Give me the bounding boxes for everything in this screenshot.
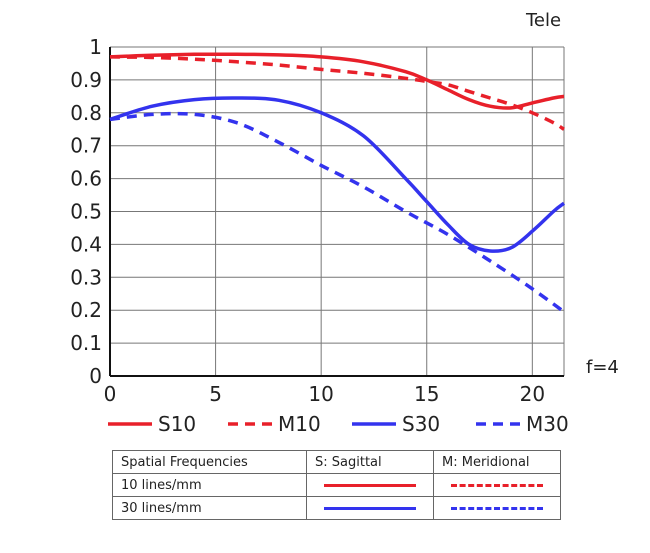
x-tick-label: 5 bbox=[209, 382, 222, 406]
y-tick-label: 0.7 bbox=[70, 134, 102, 158]
y-tick-label: 1 bbox=[89, 35, 102, 59]
dashed-line-swatch bbox=[451, 483, 543, 487]
y-tick-label: 0.9 bbox=[70, 68, 102, 92]
legend-label: S10 bbox=[158, 412, 196, 436]
table-header-cell: M: Meridional bbox=[433, 450, 561, 474]
y-tick-label: 0.3 bbox=[70, 265, 102, 289]
y-tick-label: 0.1 bbox=[70, 331, 102, 355]
series-line-s10 bbox=[109, 52, 565, 110]
legend-label: M10 bbox=[278, 412, 321, 436]
x-tick-label: 10 bbox=[308, 382, 333, 406]
table-row: 30 lines/mm bbox=[112, 496, 561, 520]
y-tick-label: 0.8 bbox=[70, 101, 102, 125]
table-header-cell: S: Sagittal bbox=[306, 450, 434, 474]
series-line-s30 bbox=[109, 96, 566, 253]
table-row: 10 lines/mm bbox=[112, 473, 561, 497]
x-tick-label: 0 bbox=[104, 382, 117, 406]
aperture-annotation: f=4 bbox=[586, 357, 619, 378]
chart-title: Tele bbox=[526, 10, 562, 31]
table-header-cell: Spatial Frequencies bbox=[112, 450, 307, 474]
y-tick-label: 0.6 bbox=[70, 167, 102, 191]
legend-label: S30 bbox=[402, 412, 440, 436]
frequency-table: Spatial Frequencies S: Sagittal M: Merid… bbox=[112, 450, 561, 520]
y-tick-label: 0.2 bbox=[70, 298, 102, 322]
x-tick-label: 20 bbox=[520, 382, 545, 406]
solid-line-swatch bbox=[324, 483, 416, 487]
meridional-swatch-cell bbox=[433, 496, 561, 520]
table-header-row: Spatial Frequencies S: Sagittal M: Merid… bbox=[112, 450, 561, 474]
row-label: 10 lines/mm bbox=[112, 473, 307, 497]
meridional-swatch-cell bbox=[433, 473, 561, 497]
y-tick-label: 0 bbox=[89, 364, 102, 388]
legend-label: M30 bbox=[526, 412, 569, 436]
sagittal-swatch-cell bbox=[306, 496, 434, 520]
series-line-m30 bbox=[109, 111, 566, 314]
y-tick-label: 0.4 bbox=[70, 232, 102, 256]
solid-line-swatch bbox=[324, 506, 416, 510]
series-line-m10 bbox=[109, 55, 565, 131]
y-tick-label: 0.5 bbox=[70, 200, 102, 224]
row-label: 30 lines/mm bbox=[112, 496, 307, 520]
x-tick-label: 15 bbox=[414, 382, 439, 406]
dashed-line-swatch bbox=[451, 506, 543, 510]
sagittal-swatch-cell bbox=[306, 473, 434, 497]
